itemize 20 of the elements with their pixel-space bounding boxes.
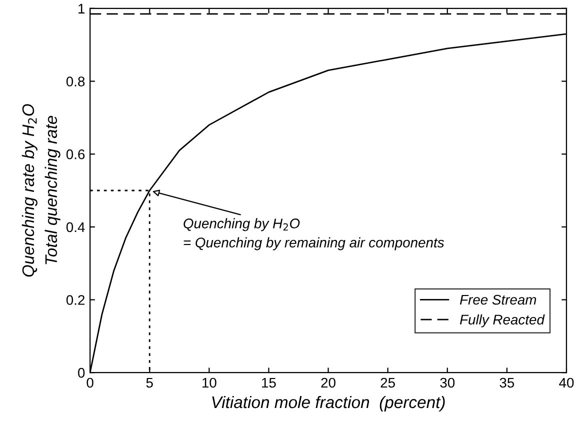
x-tick-label: 15 bbox=[262, 378, 276, 388]
legend-label: Fully Reacted bbox=[460, 314, 545, 328]
x-tick-label: 0 bbox=[86, 378, 94, 388]
y-tick-label: 0.6 bbox=[66, 149, 85, 160]
y-tick-label: 0.4 bbox=[66, 222, 85, 232]
x-tick-label: 30 bbox=[440, 378, 455, 388]
x-tick-label: 5 bbox=[146, 378, 153, 388]
y-tick-label: 0 bbox=[78, 368, 85, 378]
x-tick-label: 25 bbox=[380, 378, 395, 388]
y-axis-title: Quenching rate by H$_{2}$O Total quenching rate bbox=[22, 104, 60, 277]
x-tick-label: 40 bbox=[559, 378, 574, 388]
y-tick-label: 0.8 bbox=[66, 76, 85, 86]
x-tick-label: 20 bbox=[321, 378, 336, 388]
x-tick-label: 35 bbox=[500, 378, 514, 388]
annotation: Quenching by H$_{2}$O = Quenching by remaining air components bbox=[184, 218, 444, 250]
y-tick-label: 1 bbox=[78, 4, 85, 14]
x-tick-label: 10 bbox=[202, 378, 216, 388]
x-axis-title: Vitiation mole fraction (percent) bbox=[212, 396, 445, 412]
y-tick-label: 0.2 bbox=[66, 295, 84, 305]
legend-label: Free Stream bbox=[460, 294, 536, 305]
